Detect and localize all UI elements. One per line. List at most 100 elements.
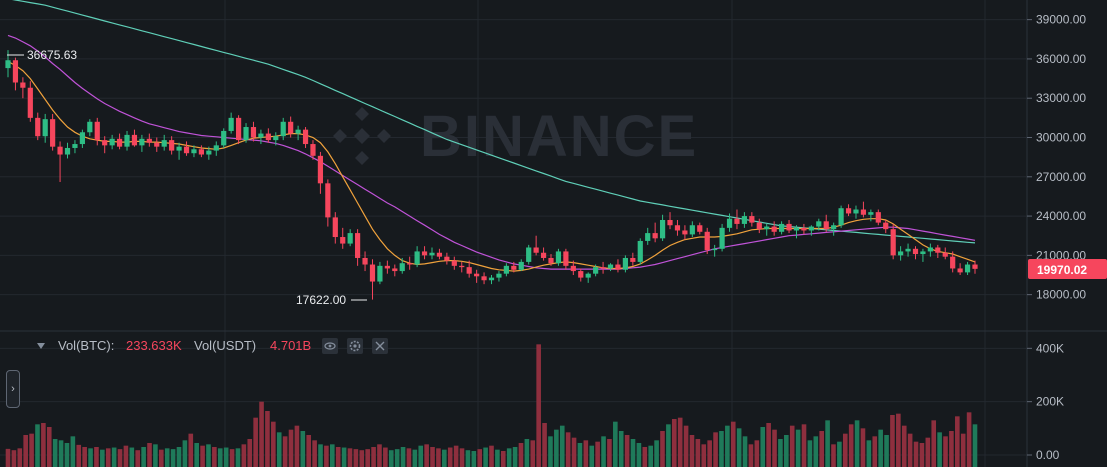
candle <box>139 134 145 152</box>
volume-bar <box>907 433 913 467</box>
volume-bar <box>624 435 630 467</box>
candle <box>816 218 822 231</box>
volume-bar <box>394 449 400 467</box>
volume-bar <box>925 437 931 467</box>
candle <box>734 209 740 230</box>
volume-axis: 0.00 200K 400K <box>1027 341 1064 462</box>
volume-bar <box>695 439 701 467</box>
volume-bar <box>742 436 748 467</box>
volume-bar <box>412 449 418 467</box>
volume-bar <box>595 441 600 467</box>
volume-bar <box>736 428 742 467</box>
volume-bar <box>359 450 365 467</box>
volume-bar <box>318 444 323 467</box>
volume-bar <box>442 449 447 467</box>
current-price-value: 19970.02 <box>1037 263 1087 277</box>
high-annotation-label: 36675.63 <box>27 48 77 62</box>
volume-bar <box>388 450 394 467</box>
candle <box>935 244 941 258</box>
volume-bar <box>937 432 942 467</box>
volume-bar <box>182 440 188 467</box>
volume-bar <box>601 436 606 467</box>
volume-bar <box>760 427 766 467</box>
volume-bar <box>713 432 718 467</box>
volume-bar <box>766 423 771 467</box>
candle <box>801 223 807 235</box>
volume-bar <box>896 413 901 467</box>
volume-bar <box>35 424 40 467</box>
candle <box>64 142 71 159</box>
candle <box>593 264 599 277</box>
candle <box>585 272 591 283</box>
settings-icon[interactable] <box>347 338 363 354</box>
candle <box>355 229 361 266</box>
volume-bar <box>229 449 235 467</box>
eye-icon[interactable] <box>322 338 338 354</box>
volume-bar <box>430 447 435 467</box>
candle <box>288 116 294 138</box>
volume-bar <box>41 423 46 467</box>
volume-bar <box>884 435 889 467</box>
candle <box>622 255 628 273</box>
volume-bar <box>483 447 488 467</box>
volume-bar <box>135 450 141 467</box>
volume-bar <box>365 449 370 467</box>
volume-bar <box>642 447 648 467</box>
volume-bar <box>17 448 23 467</box>
candle <box>555 248 562 266</box>
price-tick-label: 21000.00 <box>1036 248 1086 262</box>
candle <box>481 272 487 285</box>
volume-bar <box>607 439 612 467</box>
candle <box>250 121 257 142</box>
volume-bar <box>559 425 565 467</box>
price-tick-label: 27000.00 <box>1036 170 1086 184</box>
candle <box>131 129 138 147</box>
close-icon[interactable] <box>372 338 388 354</box>
volume-bar <box>831 444 836 467</box>
candle <box>302 127 309 148</box>
volume-bar <box>577 443 583 467</box>
volume-bar <box>949 431 954 467</box>
price-tick-label: 36000.00 <box>1036 52 1086 66</box>
volume-bar <box>271 421 276 467</box>
candle <box>407 256 413 270</box>
volume-bar <box>754 440 760 467</box>
volume-bar <box>11 450 17 467</box>
logo-diamond <box>355 151 369 165</box>
candle <box>518 259 524 272</box>
volume-bar <box>725 425 730 467</box>
candle <box>905 243 911 257</box>
volume-bar <box>919 443 925 467</box>
volume-bar <box>288 429 294 467</box>
candle <box>942 247 948 260</box>
volume-bar <box>371 447 376 467</box>
vol-usdt-value: 4.701B <box>270 338 311 353</box>
binance-logo-icon <box>333 107 391 165</box>
volume-bar <box>654 440 659 467</box>
candle <box>243 123 249 143</box>
volume-bar <box>683 425 689 467</box>
volume-bar <box>58 440 64 467</box>
volume-bar <box>565 432 571 467</box>
candle <box>972 260 978 274</box>
volume-bar <box>64 443 70 467</box>
volume-bar <box>259 401 264 467</box>
volume-bar <box>819 431 824 467</box>
candle <box>875 209 881 226</box>
candle <box>570 260 576 275</box>
volume-bar <box>506 448 512 467</box>
candle <box>950 251 956 273</box>
candle <box>42 113 48 143</box>
candlesticks[interactable] <box>5 50 978 300</box>
volume-bar <box>677 417 683 467</box>
candle <box>377 261 383 285</box>
volume-bar <box>223 447 229 467</box>
volume-bars[interactable] <box>5 344 978 467</box>
candle <box>779 221 785 235</box>
triangle-down-icon[interactable] <box>37 343 45 349</box>
candle <box>317 151 324 194</box>
chevron-right-icon[interactable]: › <box>6 370 20 408</box>
